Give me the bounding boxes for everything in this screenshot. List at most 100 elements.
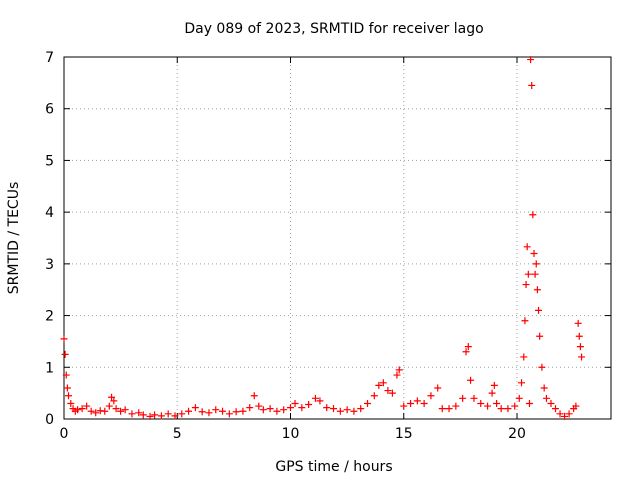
data-point xyxy=(532,260,540,268)
data-point xyxy=(522,281,530,289)
y-tick-label: 7 xyxy=(45,50,54,66)
data-point xyxy=(291,399,299,407)
data-point xyxy=(157,412,165,420)
data-points xyxy=(60,56,586,420)
data-point xyxy=(490,381,498,389)
data-point xyxy=(171,412,179,420)
data-point xyxy=(520,353,528,361)
data-point xyxy=(538,363,546,371)
data-point xyxy=(298,404,306,412)
data-point xyxy=(246,404,254,412)
data-point xyxy=(343,406,351,414)
data-point xyxy=(280,406,288,414)
data-point xyxy=(62,371,70,379)
data-point xyxy=(139,411,147,419)
data-point xyxy=(434,384,442,392)
data-point xyxy=(533,286,541,294)
data-point xyxy=(273,407,281,415)
data-point xyxy=(572,402,580,410)
plot-frame xyxy=(63,56,612,420)
data-point xyxy=(266,405,274,413)
data-point xyxy=(497,405,505,413)
data-point xyxy=(105,402,113,410)
data-point xyxy=(232,408,240,416)
data-point xyxy=(393,371,401,379)
data-point xyxy=(556,410,564,418)
data-point xyxy=(250,392,258,400)
data-point xyxy=(151,411,159,419)
data-point xyxy=(112,405,120,413)
x-tick-label: 20 xyxy=(508,426,526,442)
chart-title: Day 089 of 2023, SRMTID for receiver lag… xyxy=(184,21,483,37)
data-point xyxy=(63,384,71,392)
y-tick-label: 1 xyxy=(45,360,54,376)
y-tick-label: 3 xyxy=(45,257,54,273)
data-point xyxy=(576,343,584,351)
data-point xyxy=(61,350,69,358)
data-point xyxy=(413,397,421,405)
data-point xyxy=(542,394,550,402)
data-point xyxy=(504,405,512,413)
x-tick-label: 5 xyxy=(173,426,182,442)
data-point xyxy=(552,405,560,413)
data-point xyxy=(535,306,543,314)
data-point xyxy=(388,389,396,397)
data-point xyxy=(92,409,100,417)
x-axis-label: GPS time / hours xyxy=(275,459,392,475)
data-point xyxy=(350,407,358,415)
data-point xyxy=(427,392,435,400)
data-point xyxy=(74,406,82,414)
data-point xyxy=(375,381,383,389)
data-point xyxy=(178,410,186,418)
data-point xyxy=(493,399,501,407)
data-point xyxy=(323,404,331,412)
data-point xyxy=(60,335,68,343)
y-tick-label: 6 xyxy=(45,102,54,118)
x-tick-label: 10 xyxy=(282,426,300,442)
data-point xyxy=(384,387,392,395)
data-point xyxy=(259,406,267,414)
data-point xyxy=(529,211,537,219)
data-point xyxy=(540,384,548,392)
data-point xyxy=(524,270,532,278)
data-point xyxy=(395,366,403,374)
x-tick-label: 15 xyxy=(395,426,413,442)
data-point xyxy=(515,394,523,402)
data-point xyxy=(83,402,91,410)
axis-ticks: 0 5 10 15 20 0 1 2 3 4 5 6 7 xyxy=(45,50,611,442)
data-point xyxy=(488,389,496,397)
y-axis-label: SRMTID / TECUs xyxy=(6,182,22,295)
data-point xyxy=(219,407,227,415)
data-point xyxy=(477,399,485,407)
y-tick-label: 5 xyxy=(45,153,54,169)
data-point xyxy=(370,392,378,400)
data-point xyxy=(121,406,129,414)
data-point xyxy=(531,270,539,278)
data-point xyxy=(445,405,453,413)
data-point xyxy=(287,404,295,412)
y-tick-label: 4 xyxy=(45,205,54,221)
data-point xyxy=(65,392,73,400)
data-point xyxy=(518,379,526,387)
data-point xyxy=(407,399,415,407)
data-point xyxy=(467,376,475,384)
data-point xyxy=(117,407,125,415)
data-point xyxy=(574,319,582,327)
data-point xyxy=(521,317,529,325)
data-point xyxy=(164,410,172,418)
data-point xyxy=(330,405,338,413)
data-point xyxy=(438,405,446,413)
data-point xyxy=(239,407,247,415)
data-point xyxy=(212,406,220,414)
data-point xyxy=(536,332,544,340)
y-tick-label: 2 xyxy=(45,309,54,325)
data-point xyxy=(146,412,154,420)
data-point xyxy=(357,405,365,413)
data-point xyxy=(565,410,573,418)
grid-lines xyxy=(64,57,611,419)
data-point xyxy=(527,56,535,64)
data-point xyxy=(525,399,533,407)
data-point xyxy=(459,394,467,402)
